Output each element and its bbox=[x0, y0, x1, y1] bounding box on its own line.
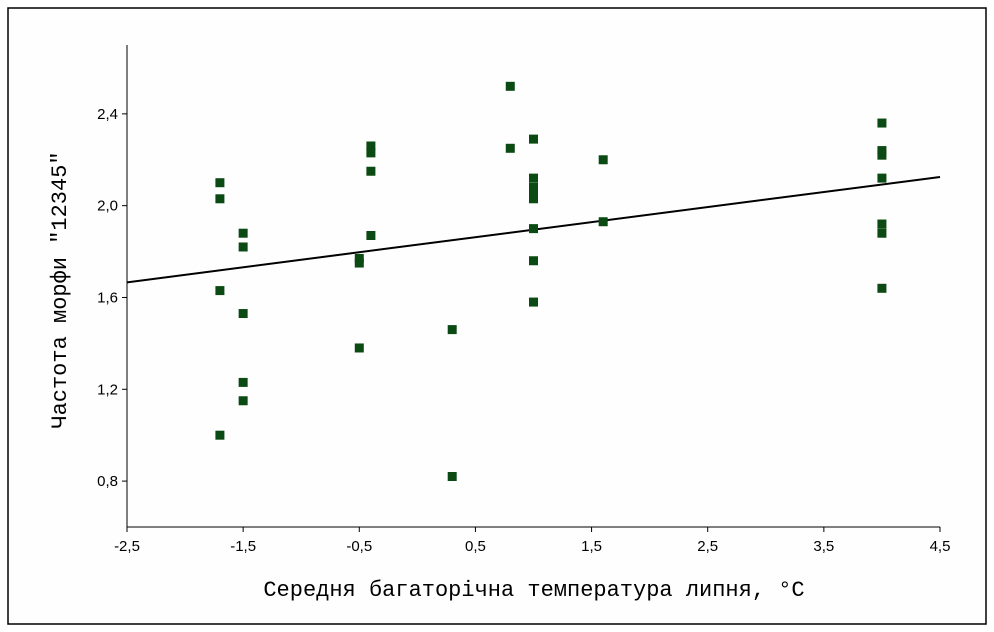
point bbox=[366, 148, 376, 158]
point bbox=[529, 224, 538, 234]
point bbox=[529, 297, 538, 307]
point bbox=[877, 118, 887, 128]
point bbox=[529, 173, 538, 183]
x-tick-label: -2,5 bbox=[114, 538, 140, 555]
x-tick-label: -0,5 bbox=[346, 538, 372, 555]
point bbox=[598, 217, 608, 227]
y-tick-label: 2,4 bbox=[97, 106, 118, 123]
x-tick-label: 0,5 bbox=[465, 538, 486, 555]
point bbox=[238, 377, 248, 387]
point bbox=[238, 242, 248, 252]
point bbox=[505, 81, 515, 91]
y-axis-title: Частота морфи "12345" bbox=[48, 151, 73, 428]
point bbox=[529, 194, 538, 204]
point bbox=[238, 396, 248, 406]
point bbox=[447, 325, 457, 335]
point bbox=[877, 228, 887, 238]
point bbox=[529, 182, 538, 192]
point bbox=[529, 189, 538, 199]
point bbox=[529, 256, 538, 266]
y-tick-label: 1,6 bbox=[97, 289, 118, 306]
x-tick-label: -1,5 bbox=[230, 538, 256, 555]
point bbox=[529, 134, 538, 144]
point bbox=[877, 173, 887, 183]
point bbox=[215, 194, 225, 204]
y-tick-label: 0,8 bbox=[97, 473, 118, 490]
point bbox=[215, 286, 225, 296]
x-axis-title: Середня багаторічна температура липня, °… bbox=[263, 578, 804, 603]
y-tick-label: 2,0 bbox=[97, 198, 118, 215]
point bbox=[354, 253, 364, 263]
point bbox=[877, 219, 887, 229]
x-tick-label: 1,5 bbox=[581, 538, 602, 555]
point bbox=[215, 430, 225, 440]
point bbox=[354, 258, 364, 268]
point bbox=[447, 472, 457, 482]
y-tick-label: 1,2 bbox=[97, 381, 118, 398]
point bbox=[238, 309, 248, 319]
point bbox=[505, 143, 515, 153]
point bbox=[354, 343, 364, 353]
point bbox=[877, 283, 887, 293]
point bbox=[877, 146, 887, 156]
point bbox=[238, 228, 248, 238]
x-tick-label: 2,5 bbox=[697, 538, 718, 555]
frame bbox=[7, 7, 987, 625]
point bbox=[215, 178, 225, 188]
x-tick-label: 4,5 bbox=[930, 538, 951, 555]
point bbox=[877, 150, 887, 160]
point bbox=[366, 141, 376, 151]
x-tick-label: 3,5 bbox=[813, 538, 834, 555]
point bbox=[366, 166, 376, 176]
point bbox=[598, 155, 608, 165]
point bbox=[366, 231, 376, 241]
